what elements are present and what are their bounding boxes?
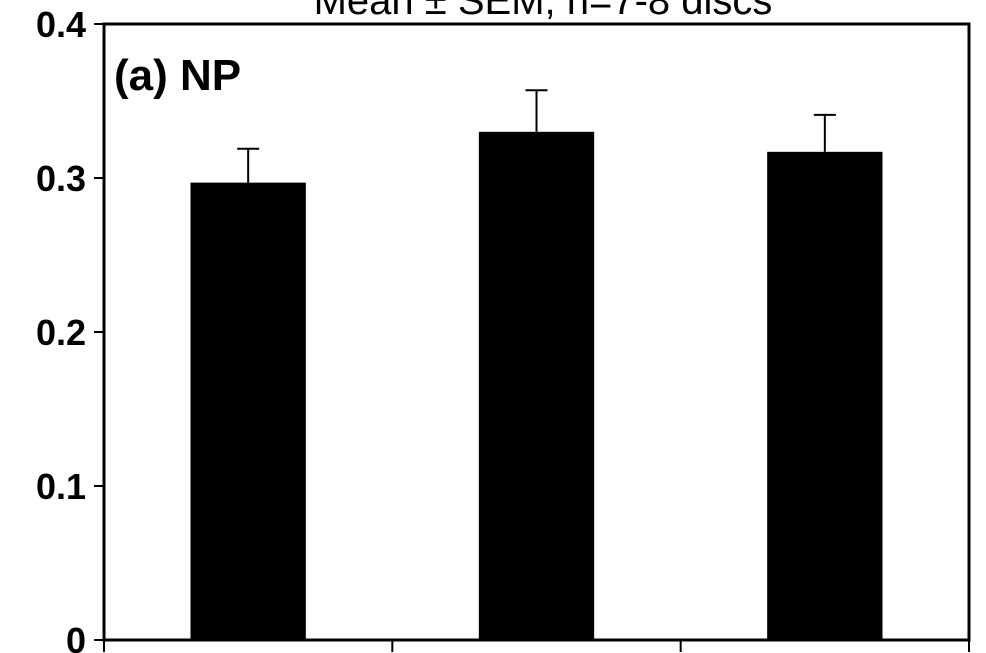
y-tick-label: 0	[66, 620, 86, 653]
y-tick-label: 0.1	[36, 466, 86, 507]
y-tick-label: 0.4	[36, 4, 86, 45]
y-tick-label: 0.3	[36, 158, 86, 199]
x-axis	[103, 640, 970, 652]
bar-series	[190, 131, 883, 641]
bar	[478, 131, 595, 641]
error-bar-series	[237, 89, 836, 183]
bar	[767, 151, 883, 640]
panel-label: (a) NP	[114, 51, 241, 100]
y-axis: 0 0.1 0.2 0.3 0.4	[36, 4, 104, 653]
y-tick-label: 0.2	[36, 312, 86, 353]
chart-title: Mean ± SEM, n=7-8 discs	[314, 0, 773, 23]
bar	[190, 182, 306, 640]
